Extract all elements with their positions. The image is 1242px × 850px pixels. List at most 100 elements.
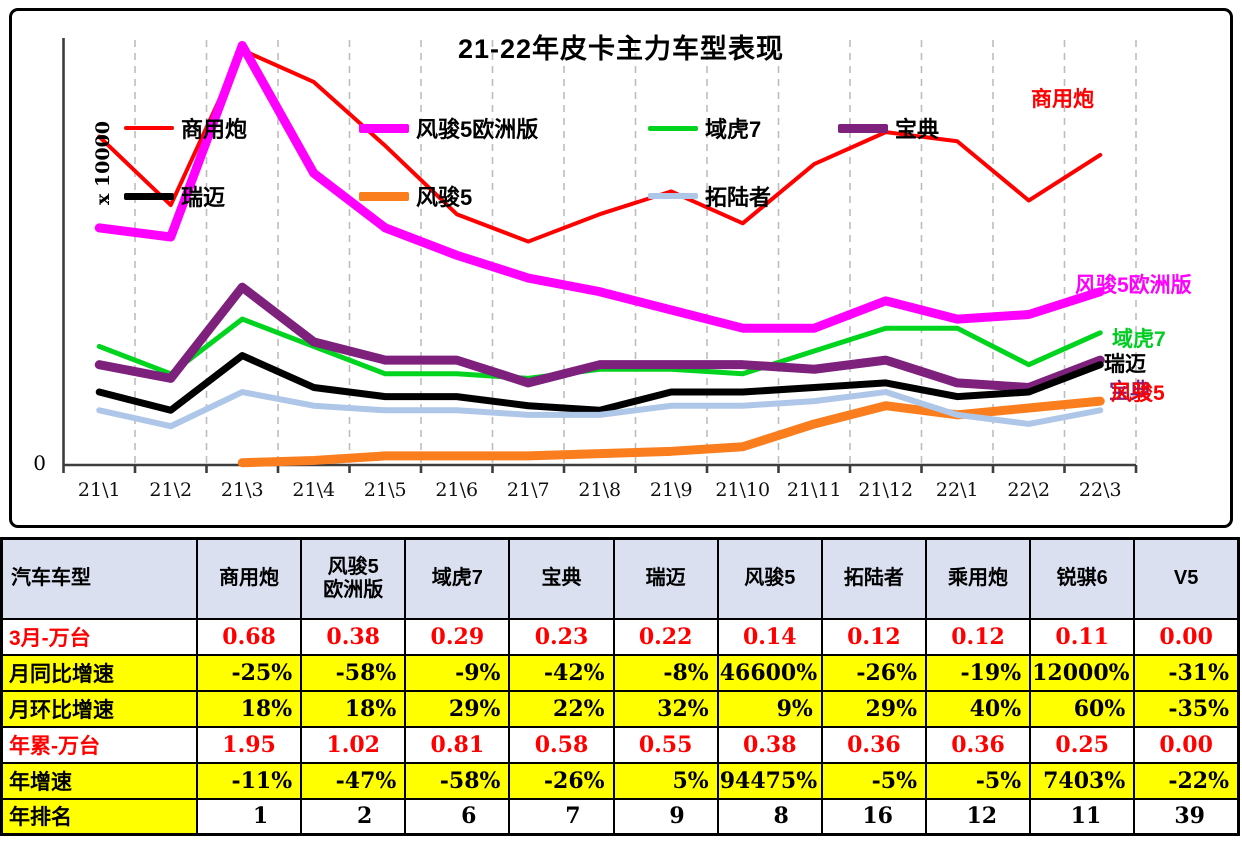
table-cell: 8: [716, 797, 823, 836]
table-cell: 0.12: [924, 617, 1032, 656]
table-cell: 9: [612, 797, 719, 836]
table-cell: 18%: [195, 689, 303, 728]
y-axis-zero-label: 0: [33, 451, 46, 475]
table-header-cell: 拓陆者: [820, 537, 927, 620]
x-tick-label: 21\4: [292, 479, 335, 501]
right-series-label-fengjun5-euro: 风骏5欧洲版: [1075, 274, 1192, 297]
y-axis-multiplier-label: x 10000: [92, 120, 114, 206]
table-cell: 0.22: [612, 617, 719, 656]
table-cell: -26%: [508, 761, 615, 800]
table-cell: 60%: [1029, 689, 1136, 728]
table-cell: 0.38: [716, 725, 823, 764]
right-series-label-shangyongpao: 商用炮: [1031, 88, 1094, 111]
table-cell: -11%: [195, 761, 303, 800]
table-cell: -5%: [924, 761, 1032, 800]
table-cell: 2: [300, 797, 407, 836]
series-line-域虎7: [96, 316, 1103, 381]
table-cell: 12000%: [1029, 653, 1136, 692]
series-label: 风骏5: [416, 185, 473, 210]
series-swatch: [838, 123, 888, 133]
table-cell: 29%: [820, 689, 927, 728]
table-header-cell: 锐骐6: [1029, 537, 1136, 620]
table-cell: 0.55: [612, 725, 719, 764]
right-series-label-ruimai: 瑞迈: [1104, 353, 1146, 376]
x-tick-label: 22\2: [1007, 479, 1050, 501]
table-cell: 0.58: [508, 725, 615, 764]
table-cell: -26%: [820, 653, 927, 692]
x-tick-label: 21\1: [78, 479, 121, 501]
data-table: 汽车车型 商用炮 风骏5 欧洲版 域虎7 宝典 瑞迈 风骏5 拓陆者 乘用炮 锐骐6 V5 3月-万台…: [0, 537, 1240, 836]
series-label: 拓陆者: [705, 185, 772, 210]
table-cell: 7: [508, 797, 615, 836]
series-swatch: [648, 193, 698, 199]
series-label: 商用炮: [181, 117, 248, 142]
table-cell: 40%: [924, 689, 1032, 728]
table-cell: -5%: [820, 761, 927, 800]
table-cell: 0.36: [820, 725, 927, 764]
series-line-商用炮: [97, 48, 1103, 244]
table-cell: 7403%: [1029, 761, 1136, 800]
series-swatch: [648, 125, 698, 131]
table-cell: 1.95: [195, 725, 303, 764]
table-cell: -9%: [404, 653, 511, 692]
legend-item-tuoluzhe: 拓陆者: [648, 183, 772, 210]
series-swatch: [124, 192, 174, 200]
series-label: 宝典: [895, 117, 940, 142]
table-cell: 22%: [508, 689, 615, 728]
line-chart-svg: 21\1 21\2 21\3 21\4 21\5 21\6 21\7 21\8 21\9 21\1…: [62, 38, 1138, 501]
table-row: 月环比增速 18% 18% 29% 22% 32% 9% 29% 40% 60% -35%: [0, 689, 1240, 728]
table-cell: 0.11: [1029, 617, 1136, 656]
legend-item-yuhu7: 域虎7: [648, 115, 762, 142]
x-tick-label: 21\11: [787, 479, 842, 501]
table-row: 月同比增速 -25% -58% -9% -42% -8% 46600% -26% -19% 120…: [0, 653, 1240, 692]
table-header-row: 汽车车型 商用炮 风骏5 欧洲版 域虎7 宝典 瑞迈 风骏5 拓陆者 乘用炮 锐骐6 V5: [0, 537, 1240, 620]
x-tick-label: 22\1: [936, 479, 979, 501]
table-cell: 0.81: [404, 725, 511, 764]
table-header-cell: V5: [1133, 537, 1240, 620]
table-cell: 0.12: [820, 617, 927, 656]
series-label: 域虎7: [705, 117, 762, 142]
x-tick-label: 21\9: [650, 479, 693, 501]
series-line-瑞迈: [95, 352, 1104, 414]
right-series-label-baodian: 宝典: [1109, 380, 1151, 403]
table-cell: 0.00: [1133, 617, 1240, 656]
table-cell: 0.36: [924, 725, 1032, 764]
table-cell: 0.00: [1133, 725, 1240, 764]
table-cell: -8%: [612, 653, 719, 692]
table-cell: -25%: [195, 653, 303, 692]
table-cell: 1: [195, 797, 303, 836]
series-label: 风骏5欧洲版: [416, 117, 539, 142]
x-tick-label: 21\10: [715, 479, 770, 501]
table-cell: 0.29: [404, 617, 511, 656]
row-label: 3月-万台: [0, 617, 198, 656]
table-cell: 29%: [404, 689, 511, 728]
table-cell: 11: [1029, 797, 1136, 836]
table-header-cell: 宝典: [508, 537, 615, 620]
series-line-宝典: [94, 282, 1105, 392]
chart-title: 21-22年皮卡主力车型表现: [457, 34, 785, 64]
table-header-cell: 风骏5 欧洲版: [300, 537, 407, 620]
table-cell: 6: [404, 797, 511, 836]
series-line-风骏5欧洲版: [94, 40, 1105, 333]
table-header-label: 汽车车型: [0, 537, 198, 620]
x-tick-label: 21\5: [364, 479, 407, 501]
table-cell: 32%: [612, 689, 719, 728]
legend-item-fengjun5: 风骏5: [359, 183, 473, 210]
table-cell: -58%: [404, 761, 511, 800]
series-line-拓陆者: [96, 389, 1104, 430]
x-tick-label: 21\6: [435, 479, 478, 501]
x-tick-label: 21\8: [578, 479, 621, 501]
table-cell: 0.38: [300, 617, 407, 656]
table-row: 年排名 1 2 6 7 9 8 16 12 11 39: [0, 797, 1240, 836]
x-tick-label: 21\2: [149, 479, 192, 501]
table-cell: 9%: [716, 689, 823, 728]
table-cell: 16: [820, 797, 927, 836]
table-cell: 0.25: [1029, 725, 1136, 764]
table-cell: -31%: [1133, 653, 1240, 692]
row-label: 年增速: [0, 761, 198, 800]
right-series-label-yuhu7: 域虎7: [1112, 328, 1166, 351]
table-header-cell: 商用炮: [195, 537, 303, 620]
legend-item-ruimai: 瑞迈: [124, 183, 225, 210]
table-cell: 12: [924, 797, 1032, 836]
row-label: 月同比增速: [0, 653, 198, 692]
